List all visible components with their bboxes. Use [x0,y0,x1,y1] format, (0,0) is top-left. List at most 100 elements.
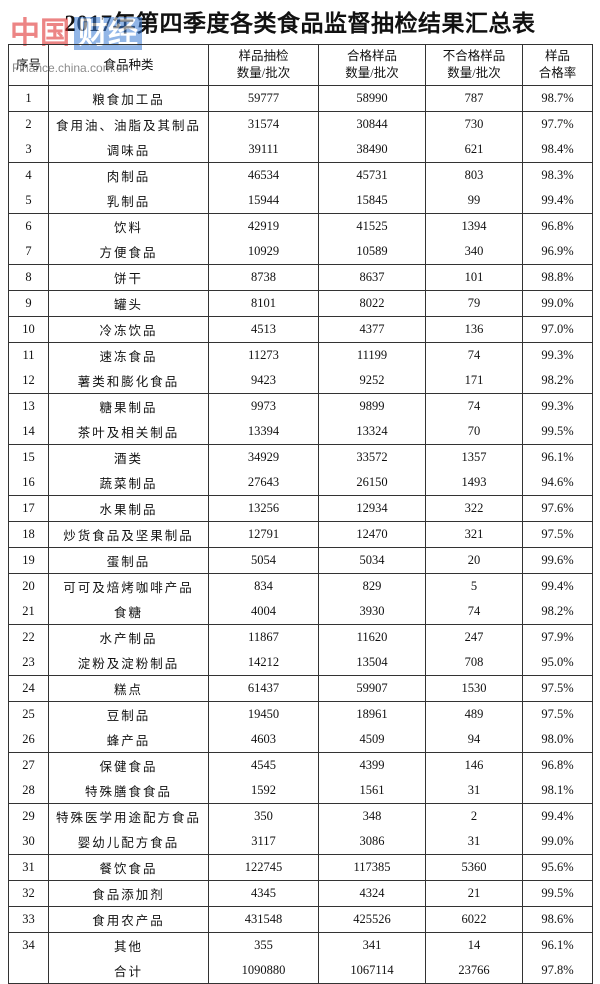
cell-value: 33572 [318,444,426,470]
food-category: 茶叶及相关制品 [48,419,209,445]
cell-value: 94.6% [522,470,593,496]
data-row: 13 糖果制品 9973 9899 74 99.3% [8,393,593,419]
data-row: 33 食用农产品 431548 425526 6022 98.6% [8,906,593,933]
data-row: 22 水产制品 11867 11620 247 97.9% [8,624,593,650]
data-row: 12 薯类和膨化食品 9423 9252 171 98.2% [8,368,593,394]
row-number: 6 [8,213,49,239]
cell-value: 10589 [318,239,426,265]
cell-value: 13504 [318,650,426,676]
cell-value: 1394 [425,213,523,239]
cell-value: 97.6% [522,495,593,522]
cell-value: 171 [425,368,523,394]
row-number: 3 [8,137,49,163]
cell-value: 31 [425,829,523,855]
cell-value: 98.2% [522,599,593,625]
cell-value: 5054 [208,547,319,574]
cell-value: 9252 [318,368,426,394]
cell-value: 96.8% [522,752,593,778]
total-value: 23766 [425,958,523,984]
cell-value: 45731 [318,162,426,188]
cell-value: 117385 [318,854,426,881]
cell-value: 730 [425,111,523,137]
header-line: 样品 [544,49,570,63]
cell-value: 4513 [208,316,319,343]
cell-value: 97.9% [522,624,593,650]
food-category: 乳制品 [48,188,209,214]
total-value: 1067114 [318,958,426,984]
total-row: 合计 1090880 1067114 23766 97.8% [8,958,593,984]
cell-value: 829 [318,573,426,599]
cell-value: 94 [425,727,523,753]
cell-value: 99.0% [522,829,593,855]
cell-value: 12470 [318,521,426,548]
cell-value: 98.0% [522,727,593,753]
food-category: 炒货食品及坚果制品 [48,521,209,548]
row-number: 9 [8,290,49,317]
data-row: 34 其他 355 341 14 96.1% [8,932,593,958]
row-number: 13 [8,393,49,419]
cell-value: 74 [425,342,523,368]
cell-value: 26150 [318,470,426,496]
food-category: 糕点 [48,675,209,702]
cell-value: 20 [425,547,523,574]
food-category: 蔬菜制品 [48,470,209,496]
cell-value: 34929 [208,444,319,470]
header-line: 食品种类 [103,57,154,72]
cell-value: 97.7% [522,111,593,137]
cell-value: 96.8% [522,213,593,239]
data-row: 4 肉制品 46534 45731 803 98.3% [8,162,593,188]
row-number: 29 [8,803,49,829]
cell-value: 2 [425,803,523,829]
data-row: 5 乳制品 15944 15845 99 99.4% [8,188,593,214]
row-number: 34 [8,932,49,958]
cell-value: 19450 [208,701,319,727]
row-number: 15 [8,444,49,470]
food-category: 水产制品 [48,624,209,650]
column-header: 不合格样品 数量/批次 [425,44,523,86]
data-row: 9 罐头 8101 8022 79 99.0% [8,290,593,317]
cell-value: 10929 [208,239,319,265]
cell-value: 12791 [208,521,319,548]
cell-value: 79 [425,290,523,317]
data-row: 27 保健食品 4545 4399 146 96.8% [8,752,593,778]
food-category: 粮食加工品 [48,85,209,112]
data-row: 26 蜂产品 4603 4509 94 98.0% [8,727,593,753]
row-number: 33 [8,906,49,933]
food-category: 可可及焙烤咖啡产品 [48,573,209,599]
row-number: 4 [8,162,49,188]
cell-value: 3086 [318,829,426,855]
cell-value: 38490 [318,137,426,163]
food-category: 方便食品 [48,239,209,265]
cell-value: 14 [425,932,523,958]
data-row: 32 食品添加剂 4345 4324 21 99.5% [8,880,593,907]
cell-value: 98.2% [522,368,593,394]
row-number: 14 [8,419,49,445]
cell-value: 321 [425,521,523,548]
data-row: 2 食用油、油脂及其制品 31574 30844 730 97.7% [8,111,593,137]
row-number: 1 [8,85,49,112]
row-number: 24 [8,675,49,702]
cell-value: 9973 [208,393,319,419]
cell-value: 11199 [318,342,426,368]
food-category: 淀粉及淀粉制品 [48,650,209,676]
food-category: 餐饮食品 [48,854,209,881]
food-category: 食糖 [48,599,209,625]
cell-value: 13324 [318,419,426,445]
row-number: 2 [8,111,49,137]
cell-value: 99.5% [522,880,593,907]
row-number: 17 [8,495,49,522]
cell-value: 97.5% [522,701,593,727]
cell-value: 247 [425,624,523,650]
header-row: 序号 食品种类 样品抽检 数量/批次 合格样品 数量/批次 不合格样品 数量/批次 样品 合格率 [8,44,593,86]
header-line: 数量/批次 [345,66,399,80]
data-row: 14 茶叶及相关制品 13394 13324 70 99.5% [8,419,593,445]
data-row: 8 饼干 8738 8637 101 98.8% [8,264,593,291]
header-line: 合格样品 [346,49,397,63]
total-value: 97.8% [522,958,593,984]
table-title: 2017年第四季度各类食品监督抽检结果汇总表 [64,11,536,36]
cell-value: 74 [425,393,523,419]
cell-value: 70 [425,419,523,445]
cell-value: 9423 [208,368,319,394]
row-number: 20 [8,573,49,599]
cell-value: 621 [425,137,523,163]
